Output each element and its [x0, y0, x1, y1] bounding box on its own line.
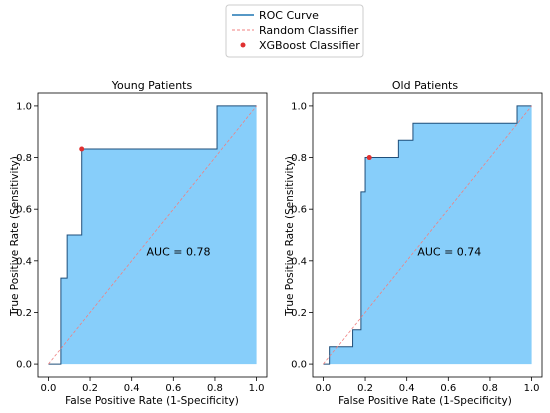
old-x-tick-label: 0.4 — [399, 383, 415, 394]
old-y-tick-label: 1.0 — [291, 101, 307, 112]
old-random-line — [323, 105, 532, 365]
old-x-tick-label: 0.8 — [482, 383, 498, 394]
legend-frame — [225, 4, 364, 58]
young-patients-panel: Young Patients False Positive Rate (1-Sp… — [9, 79, 268, 407]
old-auc-annotation: AUC = 0.74 — [417, 246, 481, 259]
young-y-axis-label: True Positive Rate (Sensitivity) — [9, 156, 21, 317]
young-x-tick-label: 0.2 — [82, 383, 98, 394]
young-random-line — [48, 105, 257, 365]
young-y-tick-label: 0.8 — [16, 153, 32, 164]
old-axes-frame — [312, 92, 543, 378]
old-xgboost-point — [366, 155, 372, 161]
old-y-tick-label: 0.8 — [291, 153, 307, 164]
young-roc-line — [48, 105, 257, 365]
young-y-tick-label: 1.0 — [16, 101, 32, 112]
legend-xgboost-label: XGBoost Classifier — [259, 39, 360, 52]
old-x-tick-label: 1.0 — [524, 383, 540, 394]
young-xgboost-point — [79, 146, 85, 152]
young-y-tick-label: 0.0 — [16, 360, 32, 371]
old-y-axis-label: True Positive Rate (Sensitivity) — [284, 156, 296, 317]
old-y-tick-label: 0.6 — [291, 205, 307, 216]
old-x-tick-label: 0.2 — [357, 383, 373, 394]
young-y-tick-label: 0.2 — [16, 308, 32, 319]
young-y-tick-label: 0.4 — [16, 256, 32, 267]
young-y-tick-label: 0.6 — [16, 205, 32, 216]
old-roc-line — [323, 105, 532, 365]
old-x-tick-label: 0.6 — [440, 383, 456, 394]
legend-roc-label: ROC Curve — [259, 9, 319, 22]
old-x-axis-label: False Positive Rate (1-Specificity) — [338, 395, 512, 407]
young-axes-frame — [37, 92, 268, 378]
young-x-tick-label: 0.6 — [165, 383, 181, 394]
old-x-tick-label: 0.0 — [315, 383, 331, 394]
young-x-tick-label: 0.8 — [207, 383, 223, 394]
old-y-tick-label: 0.2 — [291, 308, 307, 319]
old-y-tick-label: 0.4 — [291, 256, 307, 267]
legend: ROC Curve Random Classifier XGBoost Clas… — [225, 4, 364, 58]
old-patients-panel: Old Patients False Positive Rate (1-Spec… — [284, 79, 543, 407]
young-auc-annotation: AUC = 0.78 — [147, 246, 211, 259]
young-x-tick-label: 0.0 — [40, 383, 56, 394]
young-x-tick-label: 1.0 — [249, 383, 265, 394]
legend-random-label: Random Classifier — [259, 24, 359, 37]
young-x-tick-label: 0.4 — [124, 383, 140, 394]
old-y-tick-label: 0.0 — [291, 360, 307, 371]
young-x-axis-label: False Positive Rate (1-Specificity) — [65, 395, 239, 407]
old-panel-title: Old Patients — [392, 79, 458, 92]
young-panel-title: Young Patients — [111, 79, 193, 92]
legend-xgboost-swatch — [240, 42, 246, 48]
